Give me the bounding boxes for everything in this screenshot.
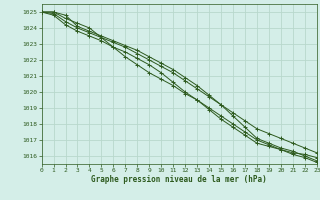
X-axis label: Graphe pression niveau de la mer (hPa): Graphe pression niveau de la mer (hPa) (91, 175, 267, 184)
